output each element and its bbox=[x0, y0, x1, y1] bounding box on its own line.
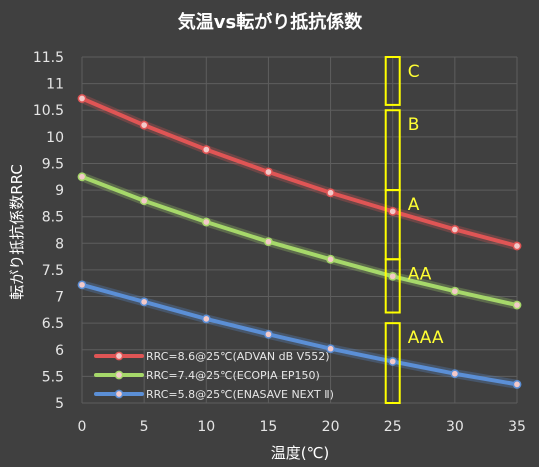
data-point bbox=[388, 207, 398, 216]
x-axis-label: 温度(℃) bbox=[271, 444, 330, 462]
x-tick-label: 10 bbox=[197, 419, 215, 435]
data-point bbox=[139, 120, 149, 130]
data-point bbox=[450, 225, 460, 234]
legend-label: RRC=5.8@25℃(ENASAVE NEXT Ⅱ) bbox=[146, 388, 334, 401]
data-point bbox=[201, 145, 211, 154]
series-line-0 bbox=[80, 96, 519, 248]
data-point bbox=[450, 286, 460, 296]
y-tick-label: 7 bbox=[55, 290, 64, 306]
legend-marker bbox=[114, 370, 124, 380]
grade-label: A bbox=[408, 195, 420, 215]
x-tick-label: 35 bbox=[508, 419, 526, 435]
data-point bbox=[326, 188, 335, 198]
legend: RRC=8.6@25℃(ADVAN dB V552) RRC=7.4@25℃(EC… bbox=[94, 350, 334, 401]
data-point bbox=[512, 241, 522, 251]
y-tick-label: 9.5 bbox=[42, 156, 64, 172]
grade-box bbox=[384, 56, 401, 106]
y-tick-label: 6 bbox=[55, 343, 64, 359]
data-point bbox=[450, 369, 460, 379]
x-tick-label: 0 bbox=[78, 419, 87, 435]
y-tick-label: 11.5 bbox=[33, 50, 64, 66]
data-point bbox=[512, 380, 522, 389]
series-line-2 bbox=[80, 282, 519, 387]
data-point bbox=[201, 217, 211, 227]
series-line-1 bbox=[80, 174, 519, 308]
y-tick-label: 8.5 bbox=[42, 210, 64, 226]
data-point bbox=[201, 314, 211, 324]
series-glow-0 bbox=[77, 94, 522, 251]
series-lines bbox=[77, 94, 522, 389]
grade-label: AAA bbox=[408, 328, 444, 348]
legend-label: RRC=8.6@25℃(ADVAN dB V552) bbox=[146, 350, 329, 363]
data-point bbox=[264, 237, 273, 247]
data-point bbox=[264, 167, 273, 177]
legend-marker bbox=[114, 389, 124, 399]
legend-marker bbox=[114, 351, 124, 361]
y-axis-label: 転がり抵抗係数RRC bbox=[8, 164, 26, 300]
data-point bbox=[326, 254, 335, 264]
x-tick-label: 15 bbox=[260, 419, 278, 435]
gridlines bbox=[81, 56, 518, 404]
y-tick-label: 11 bbox=[46, 77, 64, 93]
data-point bbox=[326, 344, 335, 354]
grade-label: B bbox=[408, 115, 420, 135]
grade-label: C bbox=[408, 62, 420, 82]
y-tick-label: 5.5 bbox=[42, 369, 64, 385]
data-point bbox=[264, 329, 273, 339]
y-tick-label: 6.5 bbox=[42, 316, 64, 332]
x-tick-label: 30 bbox=[446, 419, 464, 435]
data-point bbox=[512, 300, 522, 310]
data-point bbox=[139, 196, 149, 206]
data-point bbox=[388, 271, 398, 281]
data-point bbox=[77, 94, 87, 103]
x-tick-label: 25 bbox=[384, 419, 402, 435]
data-point bbox=[77, 172, 87, 182]
y-tick-label: 10.5 bbox=[33, 103, 64, 119]
data-point bbox=[139, 297, 149, 307]
x-tick-label: 20 bbox=[322, 419, 340, 435]
y-tick-label: 7.5 bbox=[42, 263, 64, 279]
grade-box bbox=[384, 322, 401, 404]
chart-title: 気温vs転がり抵抗係数 bbox=[178, 11, 363, 33]
data-point bbox=[77, 280, 87, 290]
grade-box bbox=[384, 109, 401, 192]
legend-label: RRC=7.4@25℃(ECOPIA EP150) bbox=[146, 369, 320, 382]
y-tick-label: 8 bbox=[55, 236, 64, 252]
data-point bbox=[388, 357, 398, 366]
series-glow-1 bbox=[77, 172, 522, 310]
y-tick-label: 10 bbox=[46, 130, 64, 146]
grade-label: AA bbox=[408, 264, 432, 284]
y-tick-label: 9 bbox=[55, 183, 64, 199]
x-tick-label: 5 bbox=[140, 419, 149, 435]
y-tick-label: 5 bbox=[55, 396, 64, 412]
